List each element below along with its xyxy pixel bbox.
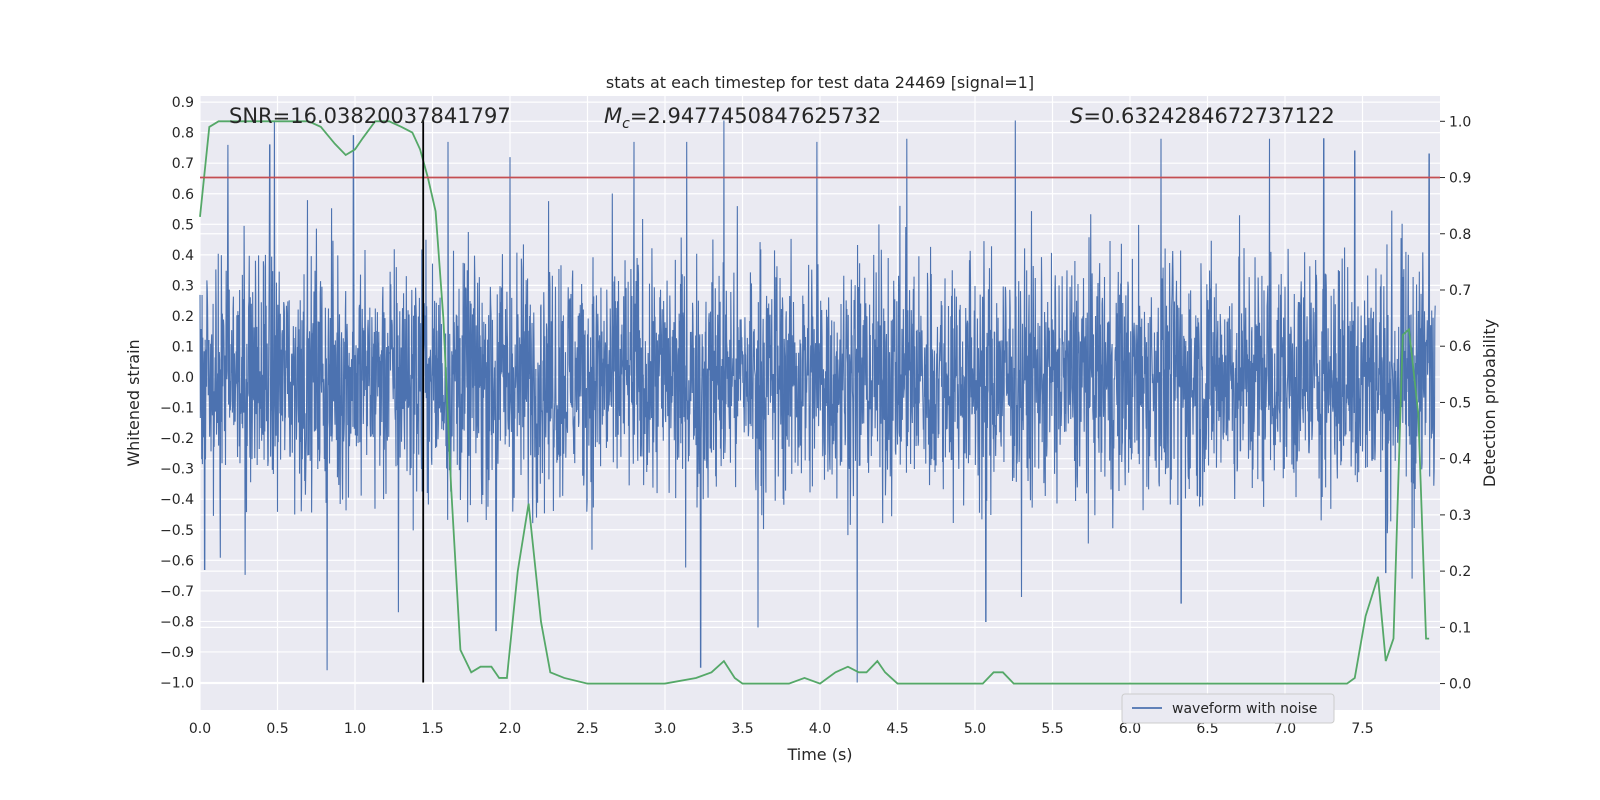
y-tick-label-left: −0.7 bbox=[160, 584, 194, 600]
y-tick-label-left: −0.9 bbox=[160, 645, 194, 661]
x-tick-label: 5.5 bbox=[1041, 721, 1063, 737]
y-tick-label-left: 0.6 bbox=[172, 187, 194, 203]
y-tick-label-right: 0.5 bbox=[1449, 395, 1471, 411]
x-tick-label: 7.5 bbox=[1351, 721, 1373, 737]
y-tick-label-right: 0.3 bbox=[1449, 508, 1471, 524]
chart-title: stats at each timestep for test data 244… bbox=[606, 73, 1034, 92]
y-tick-label-left: 0.0 bbox=[172, 370, 194, 386]
x-tick-label: 3.0 bbox=[654, 721, 676, 737]
y-tick-label-right: 0.2 bbox=[1449, 564, 1471, 580]
chirp-mass-value: =2.9477450847625732 bbox=[630, 104, 881, 128]
legend-box bbox=[1121, 693, 1335, 724]
y-tick-label-left: 0.5 bbox=[172, 217, 194, 233]
y-tick-label-left: −0.2 bbox=[160, 431, 194, 447]
y-tick-label-right: 0.0 bbox=[1449, 677, 1471, 693]
y-tick-label-left: 0.8 bbox=[172, 126, 194, 142]
s-annotation: S=0.6324284672737122 bbox=[1070, 104, 1335, 128]
y-tick-label-left: −1.0 bbox=[160, 676, 194, 692]
y-tick-label-left: 0.4 bbox=[172, 248, 194, 264]
y-tick-label-left: −0.4 bbox=[160, 492, 194, 508]
x-tick-label: 0.0 bbox=[189, 721, 211, 737]
s-symbol: S bbox=[1070, 104, 1083, 128]
y-tick-label-left: 0.1 bbox=[172, 339, 194, 355]
y-tick-label-right: 0.4 bbox=[1449, 452, 1471, 468]
x-tick-label: 1.5 bbox=[421, 721, 443, 737]
y-tick-label-right: 1.0 bbox=[1449, 114, 1471, 130]
y-tick-label-left: −0.6 bbox=[160, 553, 194, 569]
s-value: =0.6324284672737122 bbox=[1083, 104, 1334, 128]
series-layer bbox=[199, 120, 1440, 685]
x-tick-label: 6.0 bbox=[1119, 721, 1141, 737]
y-tick-label-right: 0.8 bbox=[1449, 227, 1471, 243]
legend: waveform with noise bbox=[1121, 693, 1335, 724]
x-tick-label: 4.0 bbox=[809, 721, 831, 737]
x-tick-label: 4.5 bbox=[886, 721, 908, 737]
chirp-mass-symbol: M bbox=[604, 104, 622, 128]
y-tick-label-right: 0.1 bbox=[1449, 620, 1471, 636]
y-tick-label-right: 0.7 bbox=[1449, 283, 1471, 299]
y-tick-label-left: 0.2 bbox=[172, 309, 194, 325]
y-tick-label-left: 0.3 bbox=[172, 278, 194, 294]
x-tick-label: 5.0 bbox=[964, 721, 986, 737]
chirp-mass-annotation: Mc=2.9477450847625732 bbox=[604, 104, 881, 132]
x-tick-label: 2.5 bbox=[576, 721, 598, 737]
x-tick-label: 3.5 bbox=[731, 721, 753, 737]
x-tick-label: 1.0 bbox=[344, 721, 366, 737]
y-tick-label-left: −0.1 bbox=[160, 401, 194, 417]
y-tick-label-left: −0.5 bbox=[160, 523, 194, 539]
snr-annotation: SNR=16.03820037841797 bbox=[229, 104, 511, 128]
x-tick-label: 6.5 bbox=[1196, 721, 1218, 737]
y-axis-label-right: Detection probability bbox=[1480, 319, 1499, 487]
y-tick-label-right: 0.9 bbox=[1449, 171, 1471, 187]
x-axis-label: Time (s) bbox=[786, 745, 852, 764]
y-tick-label-left: −0.3 bbox=[160, 462, 194, 478]
x-tick-label: 7.0 bbox=[1274, 721, 1296, 737]
detection-probability-line bbox=[199, 120, 1430, 685]
chirp-mass-subscript: c bbox=[622, 116, 630, 132]
axes: 0.0 0.5 1.0 1.5 2.0 2.5 3.0 3.5 4.0 4.5 5.0 5.5 6.0 6… bbox=[160, 95, 1471, 737]
waveform-noise-line bbox=[199, 120, 1436, 683]
y-tick-label-left: −0.8 bbox=[160, 614, 194, 630]
y-tick-label-right: 0.6 bbox=[1449, 339, 1471, 355]
x-tick-label: 2.0 bbox=[499, 721, 521, 737]
legend-label: waveform with noise bbox=[1172, 701, 1317, 717]
y-tick-label-left: 0.9 bbox=[172, 95, 194, 111]
y-tick-label-left: 0.7 bbox=[172, 156, 194, 172]
y-axis-label-left: Whitened strain bbox=[124, 339, 143, 466]
x-tick-label: 0.5 bbox=[266, 721, 288, 737]
